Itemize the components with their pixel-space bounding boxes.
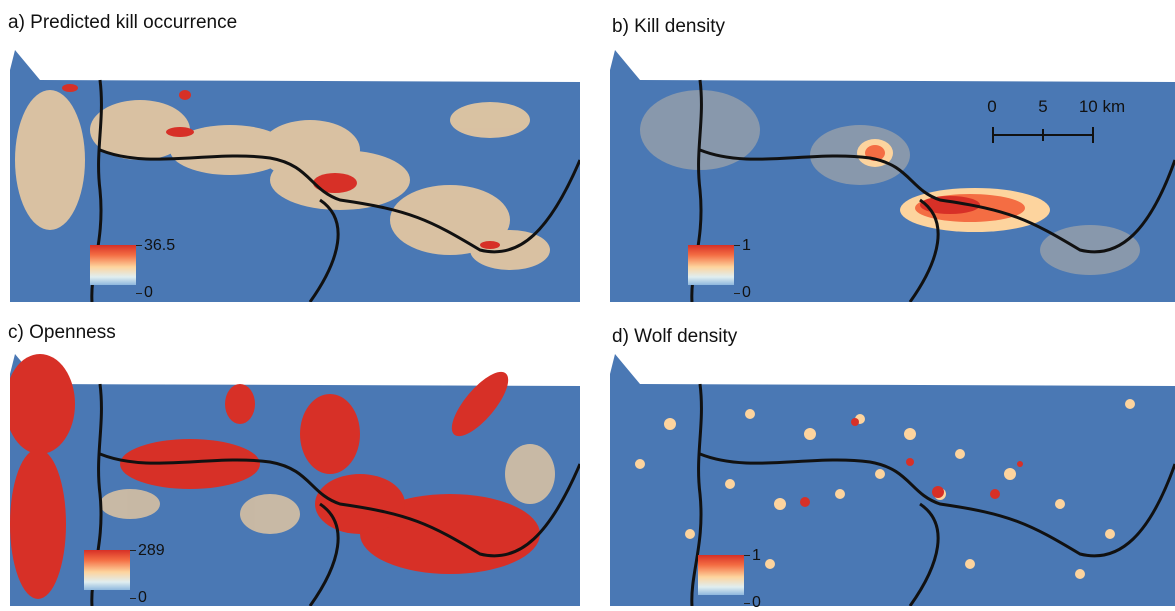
wolf-density-map: [610, 354, 1175, 606]
openness-map: [10, 354, 580, 606]
legend-color-ramp: [90, 245, 136, 285]
predicted-kill-occurrence-map: [10, 50, 580, 302]
legend-color-ramp: [688, 245, 734, 285]
legend-min-label: 0: [138, 589, 147, 606]
legend-a: 36.5 0: [90, 238, 190, 301]
legend-b: 1 0: [688, 238, 788, 301]
kill-density-map: [610, 50, 1175, 302]
legend-tick-min: [136, 293, 142, 294]
panel-b-map: [610, 40, 1175, 302]
panel-d-title: d) Wolf density: [612, 326, 738, 347]
legend-tick-max: [734, 245, 740, 246]
legend-d: 1 0: [698, 548, 798, 611]
legend-min-label: 0: [742, 284, 751, 301]
legend-max-label: 36.5: [144, 237, 176, 254]
scale-bar-line: [992, 127, 1094, 143]
scale-label-5: 5: [1038, 97, 1048, 116]
panel-d-map: [610, 344, 1175, 606]
panel-a-title: a) Predicted kill occurrence: [8, 12, 238, 33]
legend-min-label: 0: [752, 594, 761, 611]
legend-tick-min: [130, 598, 136, 599]
legend-tick-min: [744, 603, 750, 604]
legend-tick-max: [744, 555, 750, 556]
legend-color-ramp: [84, 550, 130, 590]
panel-c-title: c) Openness: [8, 322, 116, 343]
legend-tick-min: [734, 293, 740, 294]
panel-c-map: [10, 344, 580, 606]
legend-min-label: 0: [144, 284, 153, 301]
scale-label-0: 0: [987, 97, 997, 116]
panel-a-map: [10, 40, 580, 302]
legend-tick-max: [130, 550, 136, 551]
legend-max-label: 289: [138, 542, 165, 559]
scale-bar: 0 5 10 km: [987, 97, 1125, 148]
scale-label-10: 10 km: [1078, 97, 1126, 116]
legend-tick-max: [136, 245, 142, 246]
legend-color-ramp: [698, 555, 744, 595]
legend-max-label: 1: [752, 547, 761, 564]
legend-max-label: 1: [742, 237, 751, 254]
panel-b-title: b) Kill density: [612, 16, 725, 37]
legend-c: 289 0: [84, 543, 184, 606]
